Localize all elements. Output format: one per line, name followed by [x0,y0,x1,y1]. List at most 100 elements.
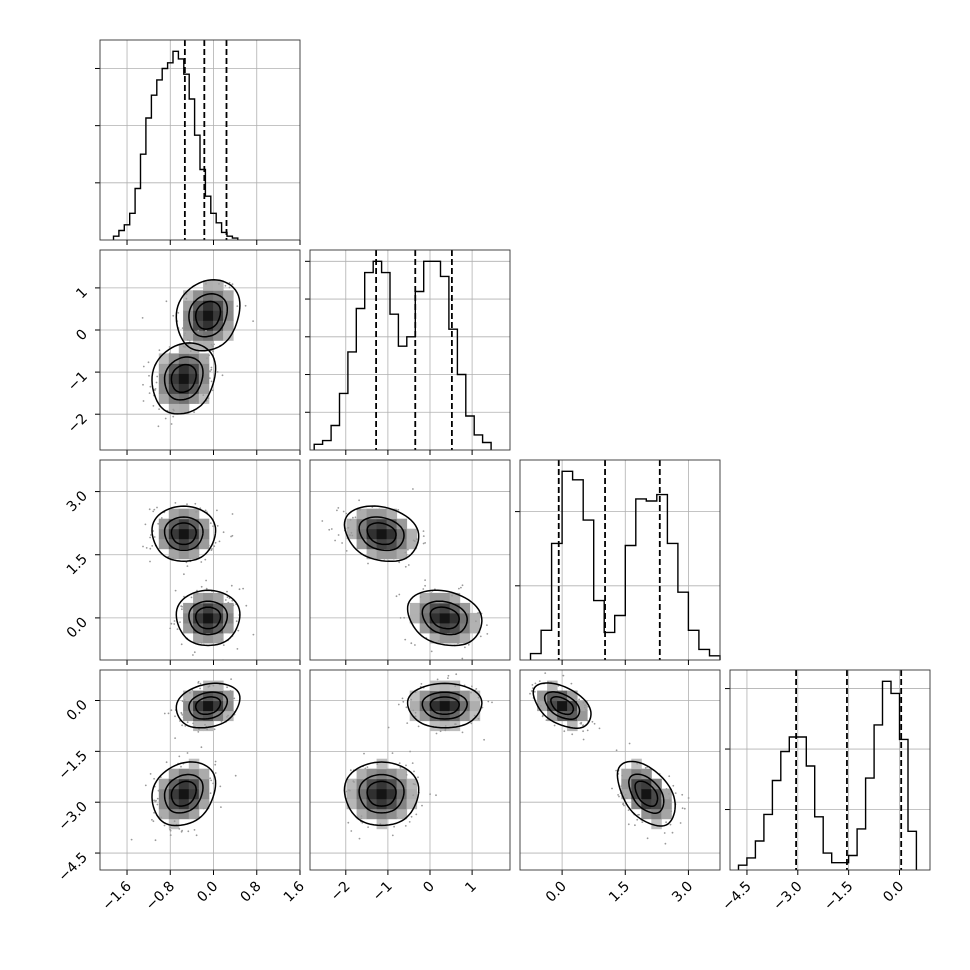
density-cell-3-0-1-1--2 [188,808,200,820]
scatter-point-2-1-0-90 [424,584,426,587]
scatter-point-2-0-0-9 [245,604,248,607]
panel-inner-2-1 [310,460,510,660]
density-cell-3-1-1-1-0 [386,788,398,800]
density-cell-1-0-1--1-2 [168,353,180,364]
scatter-point-2-0-1-142 [200,561,203,563]
density-cell-3-1-0--2-0 [419,700,431,712]
scatter-point-3-1-0-114 [397,703,400,706]
contour-3-2-0-2 [532,682,592,729]
scatter-point-3-1-0-160 [406,722,409,724]
scatter-point-2-0-0-121 [181,605,184,608]
scatter-point-3-2-0-12 [517,691,519,693]
scatter-point-3-2-0-88 [562,674,565,677]
scatter-point-1-0-1-156 [168,346,171,348]
scatter-point-3-1-1-61 [358,837,361,840]
scatter-point-2-0-1-116 [174,589,177,592]
density-cell-3-1-0-2-0 [459,700,471,712]
scatter-point-2-1-0-122 [486,624,488,626]
scatter-point-2-0-0-95 [200,642,203,644]
density-cell-2-0-1--1-0 [168,528,180,540]
density-cell-3-1-1-0--3 [376,818,388,830]
histogram-panel-2 [515,459,721,661]
density-cell-2-1-0--3-1 [409,602,421,614]
density-cell-3-1-0--1-2 [429,680,441,692]
hist-1-frame [309,249,511,451]
scatter-point-1-0-0-146 [172,314,175,317]
scatter-point-3-2-1-63 [687,797,690,799]
scatter-point-3-0-0-140 [206,728,209,731]
scatter-point-2-0-0-72 [226,590,228,593]
scatter-point-1-0-1-114 [148,374,150,377]
density-cell-2-1-1-1--1 [386,538,398,550]
scatter-point-2-1-0-131 [403,616,405,619]
scatter-point-3-2-0-74 [555,719,558,722]
density-cell-2-0-1-2-0 [198,528,210,540]
scatter-point-2-0-0-103 [236,648,239,650]
scatter-point-3-2-0-70 [582,701,585,704]
scatter-point-3-2-0-163 [574,695,577,698]
density-cell-2-1-0-2-1 [459,602,471,614]
scatter-point-2-0-0-80 [193,651,196,654]
scatter-point-3-0-1-47 [153,777,156,780]
scatter-point-3-2-1-151 [644,767,647,769]
scatter-point-3-1-0-86 [405,706,408,709]
scatter-point-3-0-0-84 [189,692,191,694]
scatter-point-1-0-1-88 [205,329,207,332]
histogram-panel-1 [305,249,511,451]
density-cell-3-1-1-0--1 [376,798,388,810]
x-tick-label-2-0: 0.0 [543,879,570,906]
scatter-point-1-0-0-109 [187,343,190,346]
scatter-point-1-0-1-69 [184,346,187,348]
scatter-point-3-1-1-124 [379,823,382,825]
scatter-point-3-0-1-6 [187,830,190,833]
density-cell-2-0-0-1-1 [213,602,224,614]
density-cell-2-0-0-2-0 [223,612,234,624]
scatter-point-2-0-0-46 [205,579,208,582]
density-cell-3-1-1-1--1 [386,798,398,810]
density-cell-3-2-0-1--1 [567,710,578,722]
contour-3-0-1-0 [170,780,197,807]
density-cell-3-0-0-1-2 [213,680,224,692]
contour-2-1-1-0 [366,522,397,546]
contour-2-1-0-2 [406,589,483,647]
contour-3-2-1-0 [634,780,659,808]
scatter-point-2-0-1-22 [153,508,156,511]
density-cell-3-0-0-0-1 [203,690,214,702]
density-cell-3-1-1--3--1 [346,798,358,810]
scatter-point-3-0-0-85 [197,731,200,733]
scatter-point-2-1-1-135 [378,508,381,511]
scatter-point-3-1-1-0 [435,794,437,797]
density-cell-2-1-1-2-1 [396,518,408,530]
density-cell-3-0-0--1--1 [193,710,204,722]
scatter-point-3-0-1-116 [181,829,184,832]
density-cell-3-1-1--3-0 [346,788,358,800]
scatter-point-3-2-1-169 [621,774,624,777]
scatter-point-2-0-0-151 [202,641,205,644]
density-cell-3-0-1-2-0 [198,788,210,800]
scatter-point-1-0-1-82 [202,394,205,396]
scatter-point-3-0-1-41 [178,828,181,830]
density-cell-2-1-0-1--2 [449,632,461,644]
scatter-point-2-1-1-7 [345,512,348,515]
density-cell-3-0-1-0-2 [178,768,190,780]
panel-frame-3-2 [519,669,721,871]
scatter-point-2-0-1-39 [213,545,216,548]
scatter-point-3-1-0-79 [417,725,420,728]
density-cell-2-0-1--1--2 [168,548,180,560]
density-cell-3-0-0-1-1 [213,690,224,702]
density-cell-2-1-0-0-2 [439,592,451,604]
density-cell-3-2-1--1-1 [631,778,642,790]
scatter-point-2-0-0-100 [231,599,234,602]
scatter-point-2-1-1-86 [383,557,386,560]
hist-3-frame [729,669,931,871]
scatter-point-3-2-1-147 [618,795,620,798]
scatter-point-1-0-0-87 [165,300,168,303]
scatter-point-1-0-0-41 [231,283,234,285]
scatter-point-3-1-1-119 [429,793,431,795]
scatter-point-3-2-0-90 [578,698,580,701]
scatter-point-3-2-1-108 [679,822,682,824]
scatter-point-2-0-0-37 [218,593,221,595]
density-cell-2-1-1-3--1 [406,538,418,550]
density-cell-3-2-0--1-2 [547,680,558,692]
scatter-point-3-0-1-106 [195,834,198,837]
